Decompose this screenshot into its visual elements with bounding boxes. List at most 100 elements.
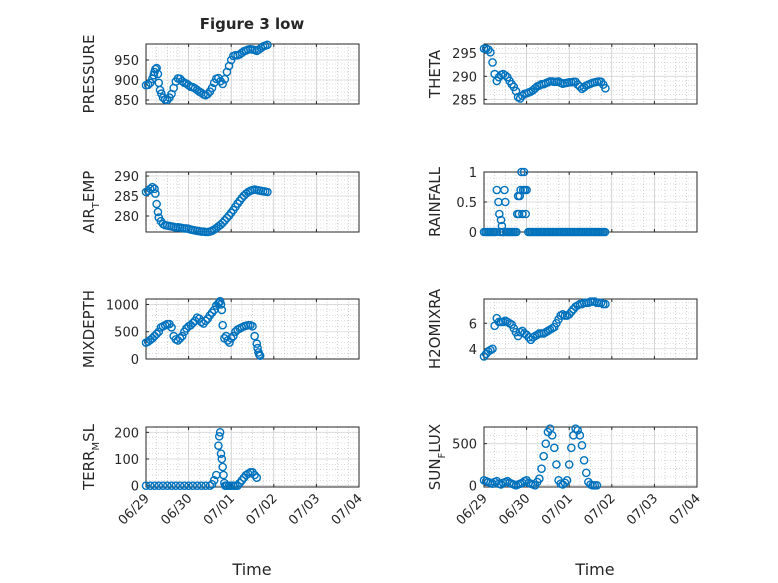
subplot-h2omixra: 4 6 H2OMIXRA (426, 288, 698, 369)
data-point (143, 80, 153, 90)
data-point (219, 470, 228, 480)
data-point (197, 481, 206, 490)
data-point (145, 184, 155, 194)
data-point (252, 473, 262, 482)
data-point (209, 476, 219, 485)
data-point (503, 476, 512, 486)
y-axis-label: RAINFALL (426, 166, 444, 237)
data-point (217, 454, 227, 464)
y-axis-label: H2OMIXRA (426, 288, 444, 369)
data-point (519, 167, 529, 177)
data-point (177, 331, 187, 341)
data-point (552, 460, 561, 469)
subplot-theta: 285 290 295 THETA (426, 43, 698, 108)
data-point (560, 478, 570, 488)
subplot-terr_msl: 0 100 200 TERRMSL 06/29 06/30 07/01 07/02 07/03 0… (80, 423, 366, 528)
axes-box (145, 298, 360, 360)
data-point (218, 218, 227, 228)
y-axis-label: MIXDEPTH (80, 290, 98, 368)
data-point (575, 82, 585, 91)
data-point (255, 351, 265, 361)
data-point (150, 481, 159, 490)
data-point (150, 184, 159, 194)
data-point (601, 84, 610, 93)
x-axis-label-right: Time (574, 560, 614, 579)
data-point (175, 333, 185, 343)
axes-box (145, 171, 360, 233)
axes-box (145, 426, 360, 488)
data-point (496, 215, 506, 225)
data-point (248, 321, 257, 331)
y-tick-label: 0 (131, 353, 139, 368)
data-point (229, 331, 238, 341)
y-tick-label: 4 (469, 343, 477, 358)
data-point (579, 83, 589, 92)
data-point (237, 193, 247, 203)
subplot-air_temp: 280 285 290 AIRTEMP (80, 170, 360, 237)
data-point (216, 220, 225, 230)
x-tick-label: 07/01 (539, 491, 576, 528)
y-tick-label: 1 (469, 166, 477, 181)
y-tick-label: 500 (114, 326, 139, 341)
y-tick-label: 0 (131, 480, 139, 495)
data-point (255, 350, 264, 359)
data-point (184, 481, 193, 490)
data-point (509, 82, 519, 92)
data-point (488, 58, 497, 67)
data-point (188, 318, 198, 328)
data-point (488, 479, 497, 488)
y-axis-label: TERRMSL (80, 423, 102, 491)
data-point (153, 69, 163, 79)
data-point (177, 76, 187, 86)
y-tick-label: 900 (114, 74, 139, 89)
y-tick-label: 500 (452, 438, 477, 453)
data-point (220, 216, 230, 225)
data-point (180, 481, 189, 490)
data-point (154, 481, 164, 490)
data-point (214, 297, 224, 307)
data-point (152, 199, 161, 209)
y-tick-label: 1000 (106, 298, 139, 313)
data-point (148, 333, 157, 343)
data-point (216, 300, 226, 309)
axes-box (483, 426, 698, 488)
y-tick-label: 200 (114, 426, 139, 441)
data-point (151, 64, 160, 74)
data-point (601, 299, 610, 309)
data-point (497, 221, 507, 231)
data-point (518, 209, 527, 219)
data-point (154, 327, 164, 337)
x-tick-label: 07/02 (582, 491, 619, 528)
y-tick-label: 285 (114, 190, 139, 205)
data-point (222, 213, 232, 223)
data-point (521, 209, 531, 219)
x-tick-label: 07/01 (201, 491, 238, 528)
data-point (175, 481, 185, 490)
x-tick-label: 06/29 (116, 491, 153, 528)
data-point (479, 352, 489, 361)
subplot-sun_flux: 0 500 SUNFLUX 06/29 06/30 07/01 07/02 07/03 07/0… (426, 424, 704, 529)
data-point (162, 481, 172, 490)
data-point (188, 481, 198, 490)
subplot-rainfall: 0 0.5 1 RAINFALL (426, 166, 698, 241)
data-point (581, 468, 591, 478)
data-point (214, 432, 224, 441)
data-point (547, 431, 557, 440)
data-point (567, 443, 576, 453)
data-point (141, 481, 151, 490)
data-point (564, 310, 574, 319)
data-point (157, 89, 166, 98)
axes-box (145, 43, 360, 105)
data-point (500, 185, 509, 195)
x-axis-label-left: Time (231, 560, 271, 579)
y-tick-label: 290 (452, 70, 477, 85)
data-point (535, 474, 544, 483)
x-tick-label: 07/03 (286, 491, 323, 528)
data-point (158, 481, 168, 490)
y-axis-label: SUNFLUX (426, 424, 448, 490)
data-point (518, 478, 527, 488)
y-tick-label: 0 (469, 479, 477, 494)
data-point (225, 338, 234, 347)
data-point (158, 93, 168, 102)
